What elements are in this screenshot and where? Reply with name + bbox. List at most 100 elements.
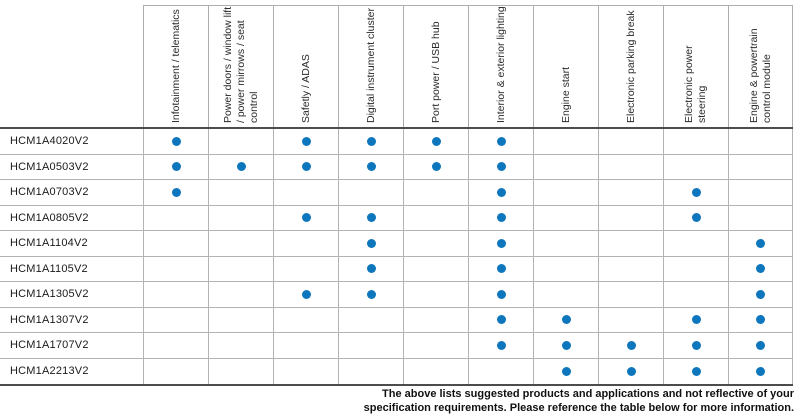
application-cell xyxy=(468,180,533,205)
supported-application-dot xyxy=(301,162,311,172)
supported-application-dot xyxy=(366,136,376,146)
application-cell xyxy=(403,205,468,230)
header-cell-3: Digital instrument cluster xyxy=(338,5,403,127)
supported-application-dot xyxy=(236,162,246,172)
application-cell xyxy=(468,333,533,358)
table-row: HCM1A0703V2 xyxy=(0,180,793,206)
supported-application-dot xyxy=(496,238,506,248)
application-cell xyxy=(468,129,533,154)
application-cell xyxy=(663,333,728,358)
application-cell xyxy=(533,231,598,256)
application-cell xyxy=(143,180,208,205)
application-cell xyxy=(533,333,598,358)
supported-application-dot xyxy=(366,162,376,172)
supported-application-dot xyxy=(561,340,571,350)
application-cell xyxy=(468,307,533,332)
application-cell xyxy=(468,205,533,230)
supported-application-dot xyxy=(691,340,701,350)
header-label: Port power / USB hub xyxy=(429,21,442,123)
application-cell xyxy=(728,282,793,307)
application-cell xyxy=(728,231,793,256)
supported-application-dot xyxy=(691,315,701,325)
application-cell xyxy=(598,282,663,307)
application-cell xyxy=(403,333,468,358)
header-cell-6: Engine start xyxy=(533,5,598,127)
supported-application-dot xyxy=(496,264,506,274)
supported-application-dot xyxy=(496,213,506,223)
table-row: HCM1A1707V2 xyxy=(0,333,793,359)
application-cell xyxy=(403,358,468,384)
application-cell xyxy=(598,129,663,154)
application-cell xyxy=(273,358,338,384)
application-cell xyxy=(598,333,663,358)
header-row: Infotainment / telematics Power doors / w… xyxy=(0,5,793,127)
supported-application-dot xyxy=(561,366,571,376)
product-name: HCM1A2213V2 xyxy=(10,365,89,378)
application-cell xyxy=(143,333,208,358)
application-cell xyxy=(663,282,728,307)
application-cell xyxy=(468,154,533,179)
application-cell xyxy=(598,180,663,205)
application-cell xyxy=(533,154,598,179)
application-cell xyxy=(338,307,403,332)
application-cell xyxy=(338,180,403,205)
application-cell xyxy=(143,307,208,332)
application-cell xyxy=(468,358,533,384)
application-cell xyxy=(143,231,208,256)
product-application-matrix: Infotainment / telematics Power doors / w… xyxy=(0,5,793,386)
supported-application-dot xyxy=(496,187,506,197)
application-cell xyxy=(273,205,338,230)
supported-application-dot xyxy=(171,136,181,146)
application-cell xyxy=(598,358,663,384)
application-cell xyxy=(728,307,793,332)
application-cell xyxy=(533,205,598,230)
supported-application-dot xyxy=(366,289,376,299)
application-cell xyxy=(143,205,208,230)
supported-application-dot xyxy=(496,136,506,146)
application-cell xyxy=(208,154,273,179)
application-cell xyxy=(663,256,728,281)
footnote-line2: specification requirements. Please refer… xyxy=(363,401,794,414)
product-name: HCM1A0805V2 xyxy=(10,211,89,224)
supported-application-dot xyxy=(366,264,376,274)
header-label: Interior & exterior lighting xyxy=(494,6,507,123)
supported-application-dot xyxy=(691,213,701,223)
application-cell xyxy=(208,307,273,332)
table-row: HCM1A4020V2 xyxy=(0,129,793,155)
application-cell xyxy=(728,256,793,281)
application-cell xyxy=(273,282,338,307)
header-label: Engine & powertrain control module xyxy=(748,28,773,123)
application-cell xyxy=(403,129,468,154)
table-row: HCM1A1105V2 xyxy=(0,256,793,282)
footnote: The above lists suggested products and a… xyxy=(154,388,794,414)
application-cell xyxy=(598,154,663,179)
product-name: HCM1A0503V2 xyxy=(10,160,89,173)
application-cell xyxy=(598,307,663,332)
supported-application-dot xyxy=(626,340,636,350)
supported-application-dot xyxy=(756,340,765,350)
header-label: Electronic parking break xyxy=(624,10,637,123)
application-cell xyxy=(273,180,338,205)
application-cell xyxy=(143,282,208,307)
application-cell xyxy=(208,129,273,154)
application-cell xyxy=(663,205,728,230)
supported-application-dot xyxy=(691,187,701,197)
supported-application-dot xyxy=(366,213,376,223)
application-cell xyxy=(273,154,338,179)
supported-application-dot xyxy=(561,315,571,325)
supported-application-dot xyxy=(496,162,506,172)
application-cell xyxy=(338,129,403,154)
header-label: Engine start xyxy=(559,66,572,123)
supported-application-dot xyxy=(431,162,441,172)
application-cell xyxy=(338,256,403,281)
supported-application-dot xyxy=(756,289,765,299)
product-name: HCM1A1105V2 xyxy=(10,262,88,275)
supported-application-dot xyxy=(691,366,701,376)
supported-application-dot xyxy=(171,187,181,197)
header-cell-0: Infotainment / telematics xyxy=(143,5,208,127)
header-cell-9: Engine & powertrain control module xyxy=(728,5,793,127)
application-cell xyxy=(403,282,468,307)
application-cell xyxy=(728,180,793,205)
table-row: HCM1A1307V2 xyxy=(0,307,793,333)
application-cell xyxy=(403,256,468,281)
